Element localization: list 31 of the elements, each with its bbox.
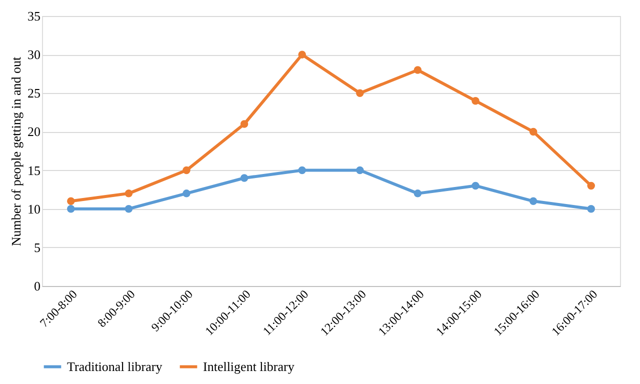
legend-label: Intelligent library	[203, 358, 295, 374]
y-tick-label: 25	[28, 86, 40, 101]
point	[472, 182, 480, 190]
point	[124, 204, 133, 213]
point	[529, 128, 538, 136]
point	[182, 190, 190, 198]
point	[587, 204, 595, 213]
y-tick-label: 20	[28, 124, 40, 140]
point	[67, 204, 75, 213]
y-tick-label: 35	[28, 8, 40, 24]
point	[414, 190, 422, 198]
point	[182, 166, 190, 174]
point	[124, 190, 133, 198]
point	[587, 182, 595, 190]
legend-label: Traditional library	[67, 358, 163, 374]
y-axis-title: Number of people getting in and out	[8, 56, 24, 246]
y-tick-label: 15	[28, 162, 40, 178]
point	[529, 197, 538, 206]
point	[298, 166, 306, 174]
point	[356, 89, 364, 98]
point	[240, 174, 248, 182]
y-tick-label: 10	[28, 201, 40, 216]
point	[67, 197, 75, 206]
point	[356, 166, 364, 174]
y-tick-label: 5	[34, 240, 40, 255]
point	[298, 50, 306, 58]
y-tick-label: 30	[28, 47, 40, 62]
point	[240, 120, 248, 128]
y-tick-label: 0	[34, 278, 40, 294]
point	[414, 66, 422, 74]
point	[472, 96, 480, 105]
